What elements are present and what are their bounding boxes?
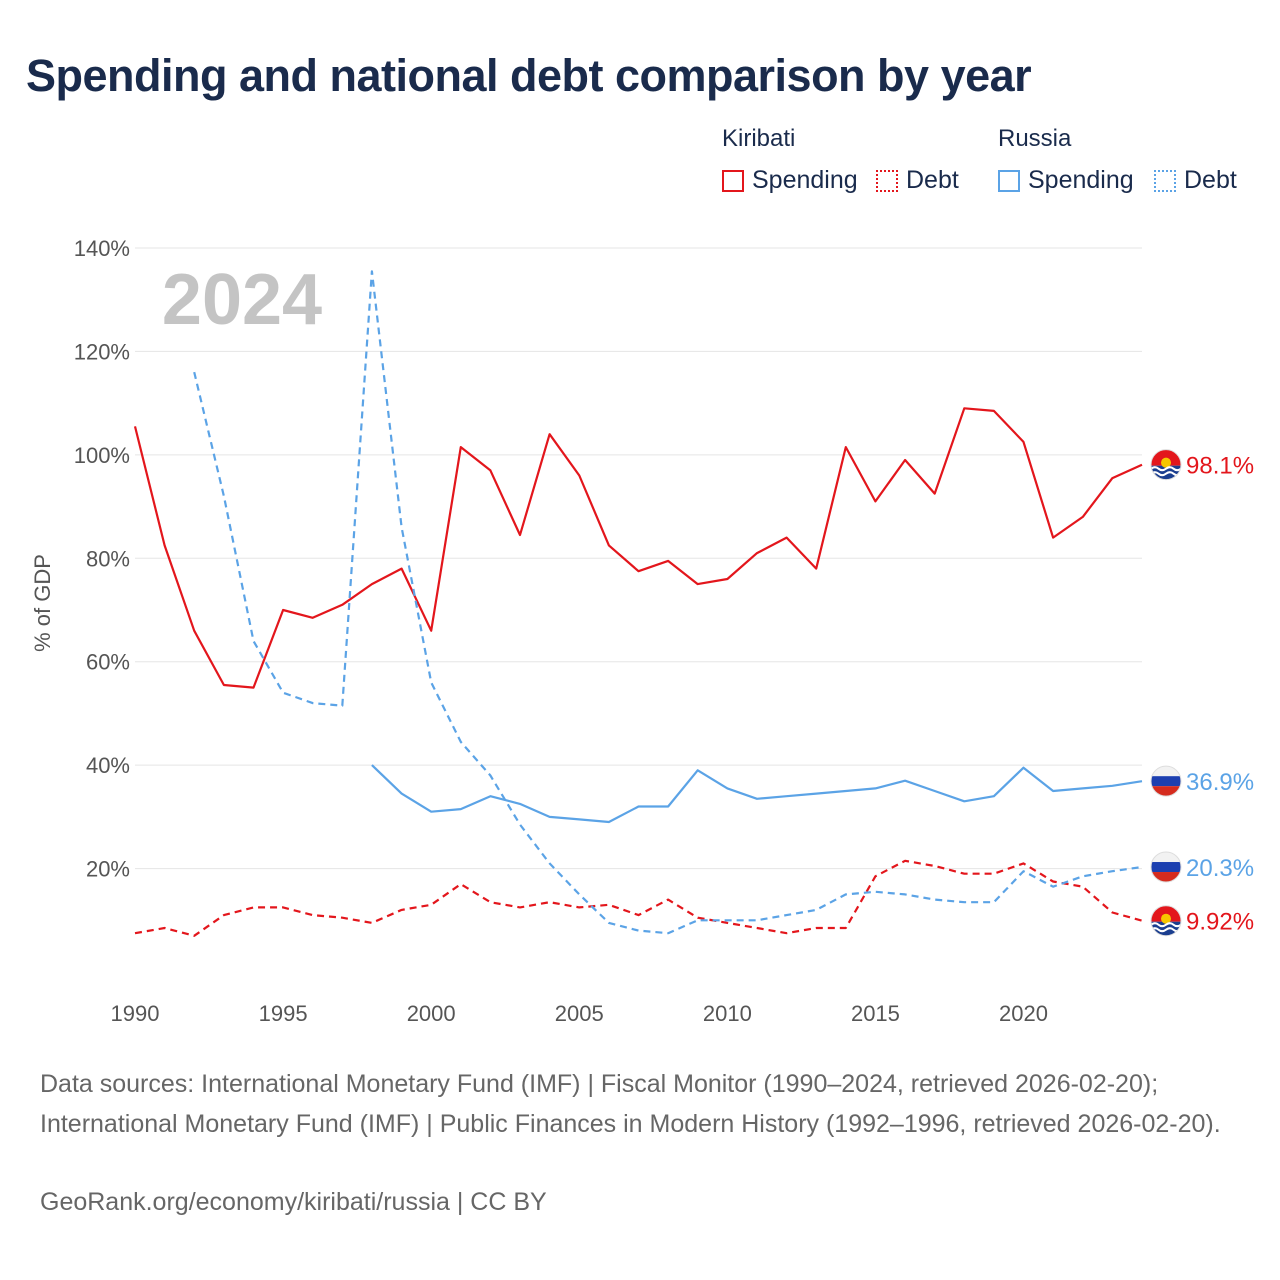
end-value-label: 9.92% <box>1186 909 1254 936</box>
series-line-russia-debt[interactable] <box>193 270 1143 935</box>
legend-kiribati-debt[interactable]: Debt <box>876 166 959 195</box>
line-chart: 2024 % of GDP 20% 40% 60% 80% 100% 120% 140% 19… <box>30 236 1254 1026</box>
legend-label: Debt <box>906 166 959 194</box>
legend-label: Spending <box>752 166 858 194</box>
flag-icon-kiribati <box>1150 449 1182 481</box>
chart-title: Spending and national debt comparison by… <box>26 50 1032 101</box>
legend-russia-debt[interactable]: Debt <box>1154 166 1237 195</box>
legend-group-kiribati: Kiribati <box>722 125 796 152</box>
legend-kiribati-spending[interactable]: Spending <box>722 166 858 195</box>
y-tick-label: 60% <box>86 650 130 675</box>
y-tick-label: 100% <box>74 443 130 468</box>
series-line-kiribati-spending[interactable] <box>133 407 1143 689</box>
y-tick-label: 120% <box>74 339 130 364</box>
y-tick-label: 140% <box>74 236 130 261</box>
series-line-russia-spending[interactable] <box>371 764 1143 824</box>
flag-icon-kiribati <box>1150 905 1182 937</box>
legend-swatch-russia-debt <box>1154 169 1176 192</box>
y-axis-label: % of GDP <box>30 554 55 652</box>
x-tick-label: 1990 <box>111 1001 160 1026</box>
x-tick-label: 2020 <box>999 1001 1048 1026</box>
legend-label: Debt <box>1184 166 1237 194</box>
data-sources: Data sources: International Monetary Fun… <box>40 1070 1221 1138</box>
y-tick-label: 20% <box>86 857 130 882</box>
x-tick-label: 2000 <box>407 1001 456 1026</box>
y-tick-label: 80% <box>86 546 130 571</box>
legend-swatch-kiribati-spending <box>722 169 744 192</box>
legend-swatch-russia-spending <box>998 169 1020 192</box>
flag-icon-russia <box>1150 851 1182 883</box>
x-tick-label: 2010 <box>703 1001 752 1026</box>
legend-group-russia: Russia <box>998 125 1072 152</box>
series-line-kiribati-debt[interactable] <box>134 859 1143 937</box>
end-value-label: 98.1% <box>1186 453 1254 480</box>
x-tick-label: 1995 <box>259 1001 308 1026</box>
credit-link[interactable]: GeoRank.org/economy/kiribati/russia | CC… <box>40 1188 547 1216</box>
end-value-label: 20.3% <box>1186 855 1254 882</box>
y-tick-label: 40% <box>86 753 130 778</box>
end-value-label: 36.9% <box>1186 769 1254 796</box>
legend-label: Spending <box>1028 166 1134 194</box>
x-tick-label: 2005 <box>555 1001 604 1026</box>
legend-russia-spending[interactable]: Spending <box>998 166 1134 195</box>
year-watermark: 2024 <box>162 260 322 340</box>
legend-swatch-kiribati-debt <box>876 169 898 192</box>
x-tick-label: 2015 <box>851 1001 900 1026</box>
flag-icon-russia <box>1150 765 1182 797</box>
